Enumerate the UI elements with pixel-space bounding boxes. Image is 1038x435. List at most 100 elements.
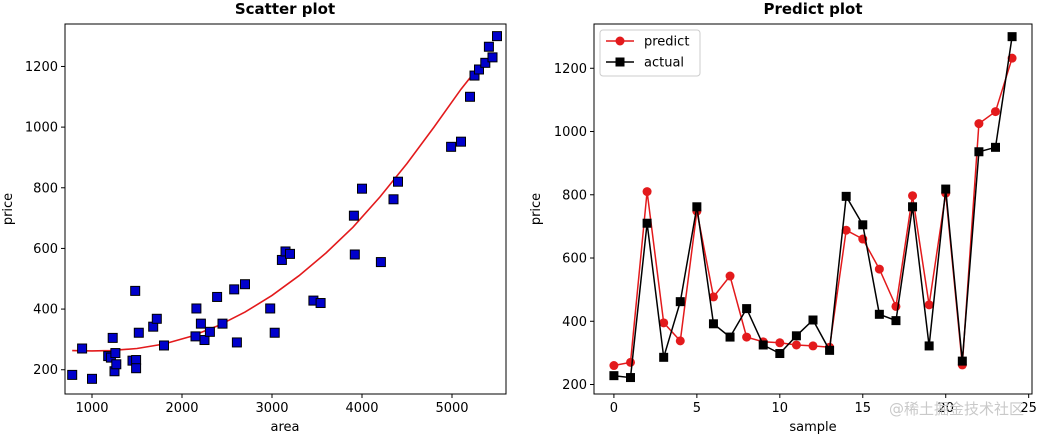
data-point: [446, 141, 457, 152]
data-point: [229, 284, 240, 295]
predict-y-label: price: [529, 193, 544, 225]
actual-point: [708, 319, 718, 329]
scatter-title: Scatter plot: [235, 0, 335, 18]
data-point: [315, 298, 326, 309]
predict-point: [974, 119, 984, 129]
x-tick-label: 2000: [165, 401, 198, 416]
data-point: [67, 369, 78, 380]
predict-point: [991, 107, 1000, 117]
predict-point: [908, 191, 918, 201]
x-tick-label: 0: [610, 401, 618, 416]
predict-x-ticks: 0 5 10 15 20 25: [610, 394, 1037, 416]
y-tick-label: 600: [562, 252, 587, 267]
actual-point: [791, 331, 801, 341]
actual-point: [858, 220, 868, 230]
y-tick-label: 1000: [25, 121, 58, 136]
predict-point: [626, 357, 635, 367]
data-point: [393, 176, 403, 187]
predict-point: [874, 264, 884, 274]
actual-point: [609, 371, 619, 381]
predict-axes-frame: [593, 23, 1033, 395]
data-point: [190, 331, 201, 342]
predict-point: [659, 318, 669, 328]
scatter-axes-frame: [64, 23, 507, 395]
actual-point: [1007, 32, 1017, 42]
fit-curve: [72, 53, 498, 352]
x-tick-label: 5: [693, 401, 701, 416]
data-point: [487, 52, 498, 63]
y-tick-label: 1200: [554, 62, 587, 77]
data-point: [265, 303, 276, 314]
data-point: [110, 348, 121, 359]
data-point: [231, 337, 242, 348]
data-point: [77, 343, 88, 354]
predict-point: [609, 361, 619, 371]
data-point: [212, 291, 223, 302]
data-point: [483, 41, 494, 52]
data-point: [131, 363, 142, 374]
predict-point: [742, 332, 752, 342]
x-tick-label: 5000: [435, 401, 468, 416]
scatter-panel: Scatter plot 1000 2000 3000 4000 5000 200 400…: [1, 0, 507, 435]
data-point: [87, 373, 97, 384]
data-point: [388, 194, 399, 205]
scatter-plot-area: [67, 31, 502, 384]
data-point: [456, 136, 466, 147]
actual-point: [908, 202, 918, 212]
data-point: [204, 326, 215, 337]
predict-x-label: sample: [789, 420, 836, 435]
actual-point: [891, 316, 901, 326]
actual-point: [626, 373, 635, 383]
predict-point: [841, 225, 851, 235]
x-tick-label: 3000: [255, 401, 288, 416]
predict-plot-area: [609, 32, 1017, 383]
predict-point: [642, 187, 652, 197]
x-tick-label: 15: [854, 401, 871, 416]
actual-point: [659, 352, 669, 362]
data-point: [131, 355, 142, 366]
data-point: [199, 335, 210, 346]
data-point: [107, 332, 118, 343]
x-tick-label: 4000: [345, 401, 378, 416]
y-tick-label: 600: [33, 242, 58, 257]
x-tick-label: 1000: [75, 401, 108, 416]
y-tick-label: 1200: [25, 60, 58, 75]
data-point: [195, 318, 206, 329]
y-tick-label: 800: [562, 188, 587, 203]
actual-point: [808, 315, 818, 325]
actual-point: [642, 218, 652, 228]
scatter-x-label: area: [271, 420, 300, 435]
actual-point: [874, 309, 884, 319]
x-tick-label: 25: [1020, 401, 1037, 416]
legend-predict-marker: [615, 36, 625, 46]
data-point: [217, 318, 228, 329]
data-point: [191, 303, 202, 314]
actual-point: [957, 356, 967, 366]
predict-point: [675, 336, 685, 346]
y-tick-label: 200: [33, 363, 58, 378]
actual-point: [924, 341, 934, 351]
actual-point: [675, 297, 685, 307]
predict-title: Predict plot: [763, 0, 862, 18]
actual-point: [775, 349, 785, 359]
predict-point: [775, 338, 785, 348]
y-tick-label: 800: [33, 181, 58, 196]
actual-point: [692, 202, 702, 212]
data-point: [151, 313, 162, 324]
predict-point: [924, 300, 934, 310]
actual-point: [841, 191, 851, 201]
legend-actual-label: actual: [644, 56, 684, 71]
watermark: @稀土掘金技术社区: [888, 400, 1024, 418]
actual-point: [991, 142, 1000, 152]
scatter-y-label: price: [1, 193, 16, 225]
predict-point: [808, 341, 818, 351]
actual-line: [613, 36, 1013, 379]
actual-point: [941, 184, 951, 194]
y-tick-label: 1000: [554, 125, 587, 140]
data-point: [133, 327, 144, 338]
data-point: [375, 257, 386, 268]
predict-point: [725, 271, 735, 281]
data-point: [348, 210, 359, 221]
predict-y-ticks: 200 400 600 800 1000 1200: [554, 62, 594, 393]
scatter-y-ticks: 200 400 600 800 1000 1200: [25, 60, 65, 378]
